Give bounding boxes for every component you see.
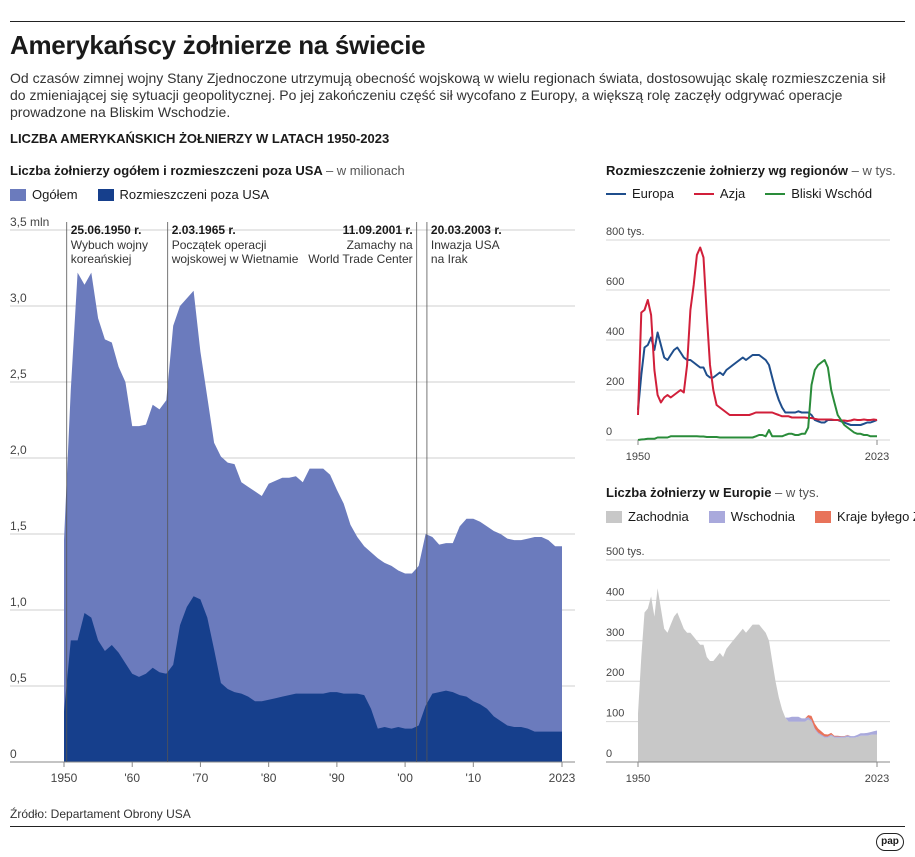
series-area-zachodnia <box>638 588 877 762</box>
legend-item-bliski: Bliski Wschód <box>765 186 872 201</box>
x-tick-label: 2023 <box>865 773 889 785</box>
legend-label-zsrr: Kraje byłego ZSRR <box>837 509 915 524</box>
legend-item-total: Ogółem <box>10 187 78 202</box>
series-line-azja <box>637 246 878 422</box>
bottom-rule <box>10 826 905 827</box>
legend-swatch-zachodnia <box>606 510 622 523</box>
top-rule <box>10 21 905 22</box>
legend-line-europa <box>606 192 626 195</box>
legend-label-zachodnia: Zachodnia <box>628 509 689 524</box>
x-tick-label: 2023 <box>865 451 889 463</box>
legend-line-bliski <box>765 192 786 195</box>
x-tick-label: '10 <box>465 771 481 785</box>
legend-item-wschodnia: Wschodnia <box>708 509 796 524</box>
main-chart-legend: Ogółem Rozmieszczeni poza USA <box>10 187 281 202</box>
legend-item-europa: Europa <box>606 186 674 201</box>
y-tick-label: 3,5 mln <box>10 215 49 229</box>
x-tick-label: '00 <box>397 771 413 785</box>
event-date: 25.06.1950 r. <box>71 223 142 237</box>
event-label: World Trade Center <box>308 252 413 266</box>
legend-swatch-abroad <box>97 188 114 201</box>
page-title: Amerykańscy żołnierze na świecie <box>10 30 426 60</box>
y-tick-label: 500 tys. <box>606 546 645 558</box>
y-tick-label: 1,0 <box>10 595 27 609</box>
legend-swatch-wschodnia <box>708 510 725 523</box>
legend-item-zachodnia: Zachodnia <box>606 509 689 524</box>
y-tick-label: 3,0 <box>10 291 27 305</box>
europe-chart-legend: Zachodnia Wschodnia Kraje byłego ZSRR <box>606 509 915 524</box>
x-tick-label: '80 <box>261 771 277 785</box>
y-tick-label: 800 tys. <box>606 226 645 238</box>
y-tick-label: 0 <box>10 747 17 761</box>
event-label: Wybuch wojny <box>71 238 148 252</box>
source-note: Źródło: Departament Obrony USA <box>10 807 191 821</box>
x-tick-label: 1950 <box>626 773 650 785</box>
x-tick-label: 1950 <box>51 771 78 785</box>
europe-chart-title-text: Liczba żołnierzy w Europie <box>606 485 772 500</box>
y-tick-label: 100 <box>606 708 624 720</box>
regions-chart-title-text: Rozmieszczenie żołnierzy wg regionów <box>606 163 848 178</box>
event-date: 2.03.1965 r. <box>172 223 236 237</box>
legend-label-bliski: Bliski Wschód <box>791 186 873 201</box>
y-tick-label: 400 <box>606 326 624 338</box>
regions-chart-unit: – w tys. <box>851 163 896 178</box>
y-tick-label: 2,0 <box>10 443 27 457</box>
legend-label-azja: Azja <box>719 186 746 201</box>
y-tick-label: 200 <box>606 376 624 388</box>
event-date: 20.03.2003 r. <box>431 223 502 237</box>
x-tick-label: 1950 <box>626 451 650 463</box>
legend-line-azja <box>693 192 714 195</box>
x-tick-label: '60 <box>124 771 140 785</box>
event-label: wojskowej w Wietnamie <box>171 252 299 266</box>
section-title: LICZBA AMERYKAŃSKICH ŻOŁNIERZY W LATACH … <box>10 131 390 146</box>
y-tick-label: 0 <box>606 748 612 760</box>
pap-logo: pap <box>876 833 904 851</box>
y-tick-label: 600 <box>606 276 624 288</box>
legend-item-azja: Azja <box>693 186 746 201</box>
main-chart-title: Liczba żołnierzy ogółem i rozmieszczeni … <box>10 163 405 178</box>
y-tick-label: 0,5 <box>10 671 27 685</box>
legend-label-abroad: Rozmieszczeni poza USA <box>119 187 270 202</box>
legend-swatch-total <box>10 188 26 201</box>
y-tick-label: 0 <box>606 426 612 438</box>
event-label: na Irak <box>431 252 469 266</box>
legend-label-europa: Europa <box>632 186 674 201</box>
y-tick-label: 1,5 <box>10 519 27 533</box>
regions-chart-title: Rozmieszczenie żołnierzy wg regionów – w… <box>606 163 896 178</box>
legend-item-abroad: Rozmieszczeni poza USA <box>97 187 270 202</box>
europe-chart-unit: – w tys. <box>775 485 820 500</box>
event-label: Inwazja USA <box>431 238 500 252</box>
x-tick-label: 2023 <box>549 771 576 785</box>
main-chart-title-text: Liczba żołnierzy ogółem i rozmieszczeni … <box>10 163 323 178</box>
event-label: koreańskiej <box>71 252 132 266</box>
y-tick-label: 2,5 <box>10 367 27 381</box>
europe-chart-title: Liczba żołnierzy w Europie – w tys. <box>606 485 819 500</box>
legend-label-wschodnia: Wschodnia <box>730 509 796 524</box>
series-area-abroad <box>64 596 562 762</box>
y-tick-label: 300 <box>606 627 624 639</box>
regions-chart-legend: Europa Azja Bliski Wschód <box>606 186 884 201</box>
series-line-europa <box>637 331 878 426</box>
y-tick-label: 200 <box>606 667 624 679</box>
x-tick-label: '90 <box>329 771 345 785</box>
y-tick-label: 400 <box>606 586 624 598</box>
event-label: Początek operacji <box>172 238 267 252</box>
legend-swatch-zsrr <box>815 510 832 523</box>
event-label: Zamachy na <box>347 238 413 252</box>
legend-label-total: Ogółem <box>32 187 78 202</box>
x-tick-label: '70 <box>193 771 209 785</box>
series-line-bliski <box>637 359 877 441</box>
main-chart-unit: – w milionach <box>325 163 405 178</box>
lead-paragraph: Od czasów zimnej wojny Stany Zjednoczone… <box>10 70 886 120</box>
event-date: 11.09.2001 r. <box>343 223 413 237</box>
legend-item-zsrr: Kraje byłego ZSRR <box>815 509 915 524</box>
